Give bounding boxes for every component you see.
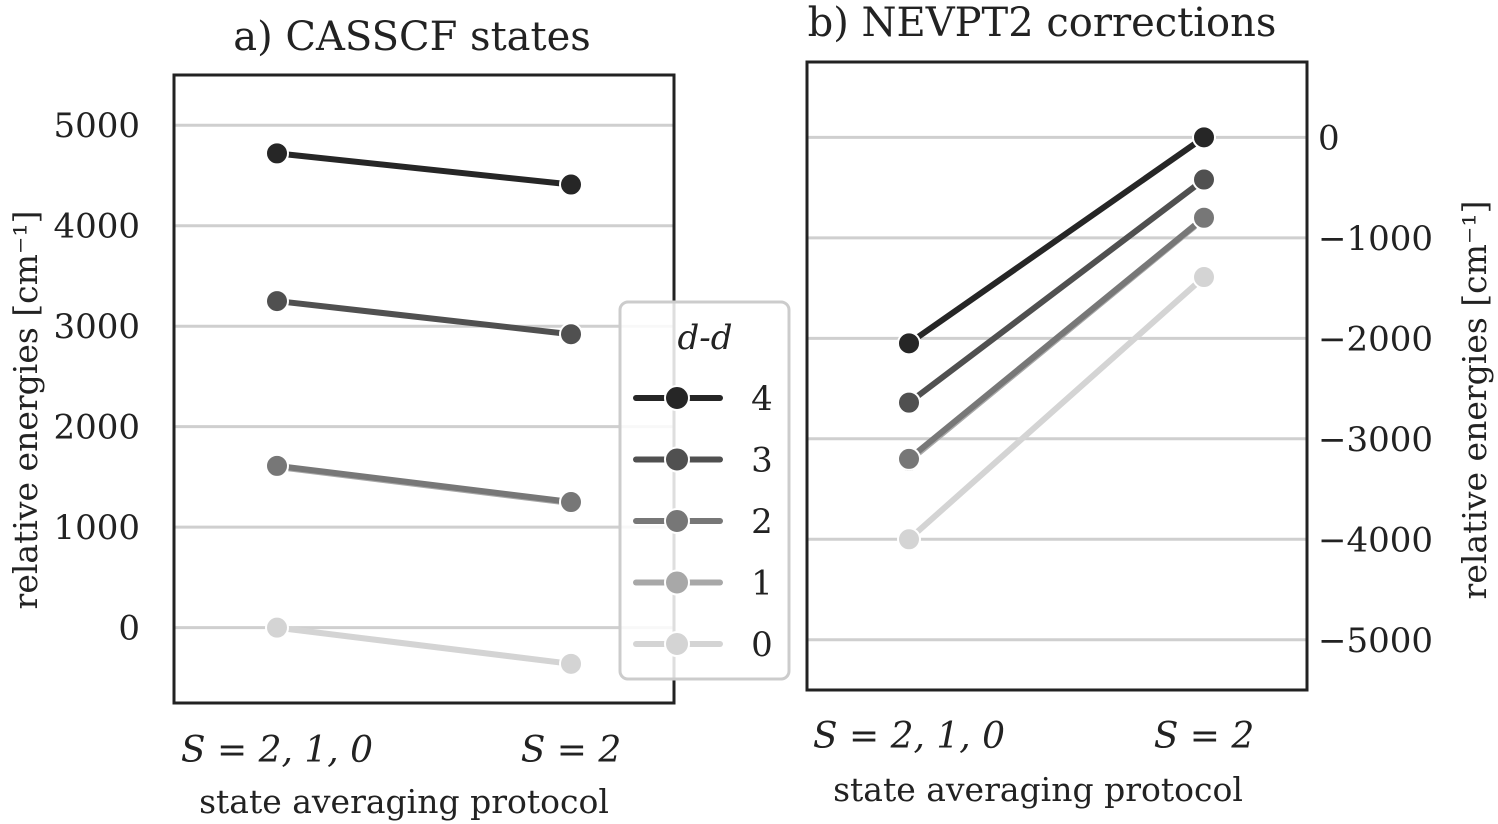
legend-label: 3 xyxy=(751,441,773,481)
legend-label: 4 xyxy=(751,379,773,419)
panel-a-title: a) CASSCF states xyxy=(233,14,591,60)
panel-a-series-line xyxy=(274,624,574,667)
legend-label: 1 xyxy=(751,564,773,604)
panel-a-series-3 xyxy=(265,289,583,347)
panel-a-x-axis-label: state averaging protocol xyxy=(199,782,609,821)
panel-a-data-point xyxy=(559,172,583,197)
panel-a-y-tick-labels: 0 1000 2000 3000 4000 5000 xyxy=(53,106,140,648)
panel-b-series-4 xyxy=(897,125,1216,356)
legend-label: 2 xyxy=(751,502,773,542)
panel-a-y-tick-label: 2000 xyxy=(53,408,140,448)
panel-b-data-point xyxy=(1192,205,1216,230)
legend-swatch-marker xyxy=(664,446,690,473)
panel-a-x-tick-label: S = 2, 1, 0 xyxy=(181,730,373,771)
panel-b-x-tick-labels: S = 2, 1, 0 S = 2 xyxy=(813,716,1254,757)
panel-b-y-axis-label: relative energies [cm⁻¹] xyxy=(1455,201,1494,600)
legend-label: 0 xyxy=(751,625,773,665)
panel-b-data-point xyxy=(1192,125,1216,150)
panel-a-data-point xyxy=(265,289,289,314)
panel-b-data-point xyxy=(897,331,921,356)
panel-b-series xyxy=(897,125,1216,552)
panel-a-series-line xyxy=(274,462,574,506)
legend-swatch-marker xyxy=(664,569,690,596)
panel-a-y-tick-label: 3000 xyxy=(53,307,140,347)
panel-a-y-tick-label: 0 xyxy=(118,609,140,649)
legend-entry: 2 xyxy=(633,502,773,542)
panel-b-nevpt2: b) NEVPT2 corrections 0 −1000 −2000 −3000 −4… xyxy=(805,0,1494,809)
panel-a-gridlines xyxy=(174,123,674,630)
panel-b-x-tick-label: S = 2, 1, 0 xyxy=(813,716,1005,757)
panel-b-data-point xyxy=(897,446,921,471)
panel-a-y-axis-label: relative energies [cm⁻¹] xyxy=(6,211,45,610)
panel-b-series-line xyxy=(906,176,1207,406)
panel-a-data-point xyxy=(265,453,289,478)
panel-a-data-point xyxy=(559,322,583,347)
panel-b-data-point xyxy=(897,390,921,415)
panel-b-title: b) NEVPT2 corrections xyxy=(808,0,1277,46)
legend-entry: 3 xyxy=(633,441,773,481)
legend: d-d 4 3 2 1 0 xyxy=(618,300,791,681)
panel-b-data-point xyxy=(1192,167,1216,192)
panel-a-casscf: a) CASSCF states 0 1000 2000 3000 4000 5000 S… xyxy=(6,14,676,821)
panel-a-series-0 xyxy=(265,615,583,676)
panel-a-series-line xyxy=(274,298,574,338)
panel-b-y-tick-label: 0 xyxy=(1318,118,1340,158)
panel-b-frame xyxy=(805,60,1309,692)
panel-a-y-tick-label: 5000 xyxy=(53,106,140,146)
panel-a-series xyxy=(265,141,583,676)
panel-a-series-2 xyxy=(265,453,583,515)
panel-a-x-tick-label: S = 2 xyxy=(521,730,622,771)
panel-b-data-point xyxy=(1192,265,1216,290)
panel-b-data-point xyxy=(897,527,921,552)
panel-b-y-tick-labels: 0 −1000 −2000 −3000 −4000 −5000 xyxy=(1318,118,1433,660)
panel-a-x-tick-labels: S = 2, 1, 0 S = 2 xyxy=(181,730,621,771)
panel-b-series-0 xyxy=(897,265,1216,552)
panel-b-series-line xyxy=(906,214,1207,462)
panel-a-series-4 xyxy=(265,141,583,197)
panel-b-y-tick-label: −5000 xyxy=(1318,621,1433,661)
panel-a-data-point xyxy=(265,615,289,640)
panel-b-series-2 xyxy=(897,205,1216,471)
legend-title: d-d xyxy=(677,318,732,358)
panel-a-data-point xyxy=(559,651,583,676)
legend-entry: 0 xyxy=(633,625,773,665)
panel-b-y-tick-label: −2000 xyxy=(1318,319,1433,359)
panel-a-data-point xyxy=(559,490,583,515)
legend-swatch-marker xyxy=(664,508,690,534)
panel-b-gridlines xyxy=(807,135,1307,642)
panel-a-series-line xyxy=(274,150,574,188)
panel-b-y-tick-label: −4000 xyxy=(1318,520,1433,560)
panel-b-y-tick-label: −3000 xyxy=(1318,420,1433,460)
panel-a-y-tick-label: 1000 xyxy=(53,508,140,548)
legend-entry: 1 xyxy=(633,564,773,604)
legend-entries: 4 3 2 1 0 xyxy=(633,379,773,665)
panel-b-series-line xyxy=(906,134,1207,347)
panel-b-x-axis-label: state averaging protocol xyxy=(833,770,1243,809)
panel-b-series-line xyxy=(906,274,1207,543)
panel-b-y-tick-label: −1000 xyxy=(1318,219,1433,259)
panel-b-series-3 xyxy=(897,167,1216,415)
legend-swatch-marker xyxy=(664,385,690,411)
legend-box xyxy=(618,300,791,681)
legend-swatch-marker xyxy=(664,631,690,657)
panel-a-data-point xyxy=(265,141,289,166)
panel-a-y-tick-label: 4000 xyxy=(53,207,140,247)
panel-b-x-tick-label: S = 2 xyxy=(1154,716,1255,757)
legend-entry: 4 xyxy=(633,379,773,419)
